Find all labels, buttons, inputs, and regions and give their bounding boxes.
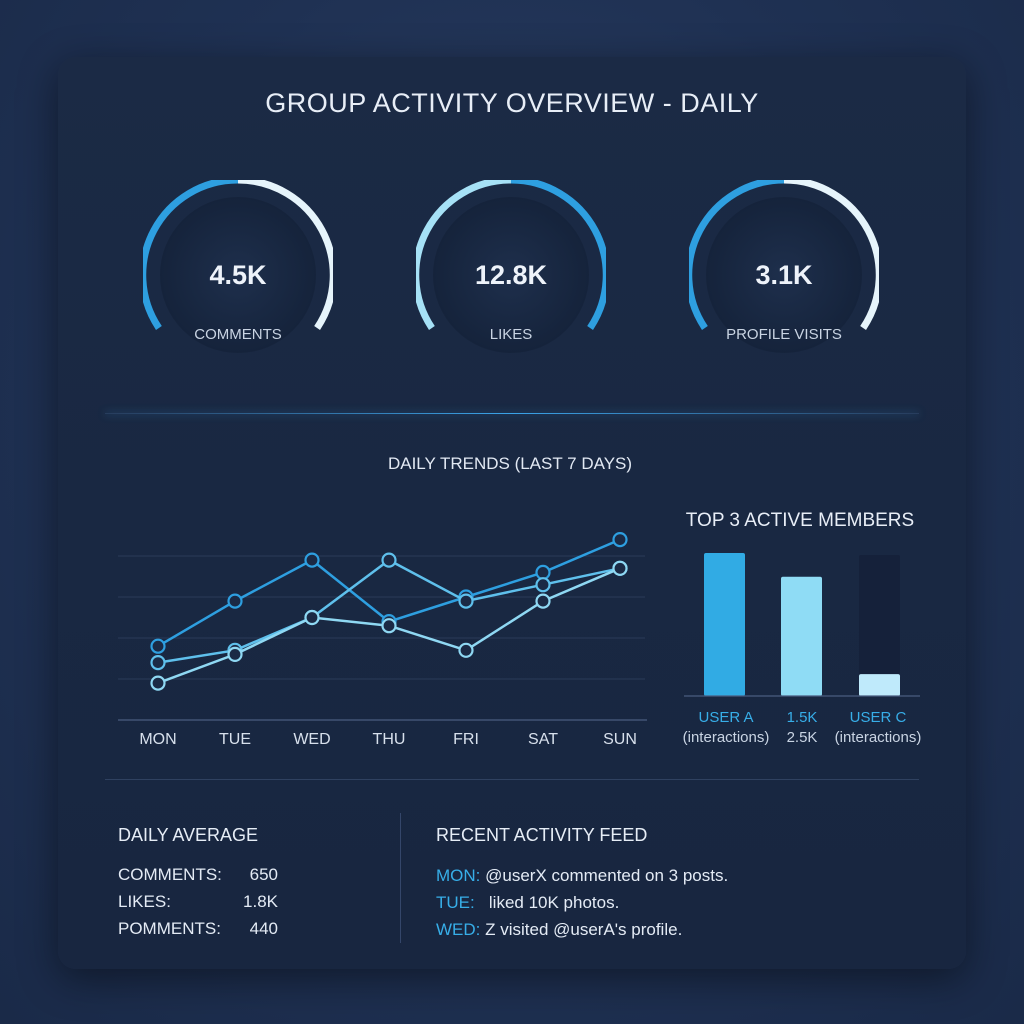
gauge-comments-ring xyxy=(143,180,333,353)
data-point xyxy=(458,593,474,609)
feed-item: MON: @userX commented on 3 posts. xyxy=(436,866,728,886)
feed-text: Z visited @userA's profile. xyxy=(480,920,683,939)
x-tick-label: TUE xyxy=(219,731,251,748)
series-line xyxy=(157,558,621,664)
gauge-profile-visits: 3.1K PROFILE VISITS xyxy=(689,180,879,360)
bar-sublabel-2: (interactions) xyxy=(834,729,922,746)
data-point xyxy=(458,642,474,658)
section-divider xyxy=(105,413,919,414)
feed-day: MON: xyxy=(436,866,481,885)
bar-sublabel-0: (interactions) xyxy=(682,729,770,746)
stat-value: 440 xyxy=(249,919,278,938)
stat-key: LIKES: xyxy=(118,892,171,911)
activity-feed-title: RECENT ACTIVITY FEED xyxy=(436,825,648,845)
feed-text: liked 10K photos. xyxy=(474,893,620,912)
bar-category-1: 1.5K xyxy=(786,709,818,726)
x-tick-label: WED xyxy=(293,731,330,748)
feed-day: WED: xyxy=(436,920,481,939)
x-tick-label: SUN xyxy=(603,731,637,748)
gauge-comments-value: 4.5K xyxy=(209,260,267,290)
stat-value: 650 xyxy=(249,865,278,884)
data-point xyxy=(304,609,320,626)
gauge-comments: 4.5K COMMENTS xyxy=(143,180,333,360)
page-title: GROUP ACTIVITY OVERVIEW - DAILY xyxy=(265,88,759,118)
bar-category-0: USER A xyxy=(698,709,754,726)
data-point xyxy=(612,531,628,548)
gauge-likes-value: 12.8K xyxy=(474,260,548,290)
daily-average-title: DAILY AVERAGE xyxy=(118,825,259,845)
data-point xyxy=(381,618,397,634)
data-point xyxy=(227,646,243,663)
gauge-profile-visits-value: 3.1K xyxy=(755,260,813,290)
bar-label-1: 1.5K 2.5K xyxy=(752,708,852,748)
line-chart-title: DAILY TRENDS (LAST 7 DAYS) xyxy=(387,454,633,473)
stat-value: 1.8K xyxy=(243,892,278,911)
bar-label-0: USER A (interactions) xyxy=(676,708,776,748)
bar-chart-title: TOP 3 ACTIVE MEMBERS xyxy=(685,510,915,531)
x-tick-label: FRI xyxy=(453,731,479,748)
x-tick-label: THU xyxy=(373,731,406,748)
bar-sublabel-1: 2.5K xyxy=(786,729,818,746)
bar xyxy=(859,674,900,696)
gauge-likes: 12.8K LIKES xyxy=(416,180,606,360)
data-point xyxy=(535,577,551,593)
feed-day: TUE: xyxy=(436,893,475,912)
stat-key: COMMENTS: xyxy=(118,865,222,884)
data-point xyxy=(150,675,166,691)
gauge-likes-label: LIKES xyxy=(489,326,533,343)
gauge-profile-visits-ring xyxy=(689,180,879,353)
bottom-divider xyxy=(105,779,919,780)
gauge-profile-visits-label: PROFILE VISITS xyxy=(726,326,842,343)
data-point xyxy=(535,593,551,609)
feed-text: @userX commented on 3 posts. xyxy=(480,866,729,885)
bar-category-2: USER C xyxy=(849,709,907,726)
bar xyxy=(704,552,745,696)
x-tick-label: SAT xyxy=(528,731,558,748)
data-point xyxy=(612,560,628,576)
feed-item: TUE: liked 10K photos. xyxy=(436,893,619,913)
data-point xyxy=(150,654,166,671)
data-point xyxy=(227,593,243,609)
data-point xyxy=(150,638,166,654)
x-tick-label: MON xyxy=(139,731,176,748)
bar xyxy=(781,576,822,696)
data-point xyxy=(535,564,551,581)
gauge-likes-ring xyxy=(416,180,606,353)
column-separator xyxy=(400,813,401,943)
feed-item: WED: Z visited @userA's profile. xyxy=(436,920,682,940)
bar-track xyxy=(859,555,900,696)
data-point xyxy=(304,552,320,568)
gauge-comments-label: COMMENTS xyxy=(194,326,282,343)
bar-label-2: USER C (interactions) xyxy=(828,708,928,748)
data-point xyxy=(381,552,397,568)
stat-key: POMMENTS: xyxy=(118,919,221,938)
